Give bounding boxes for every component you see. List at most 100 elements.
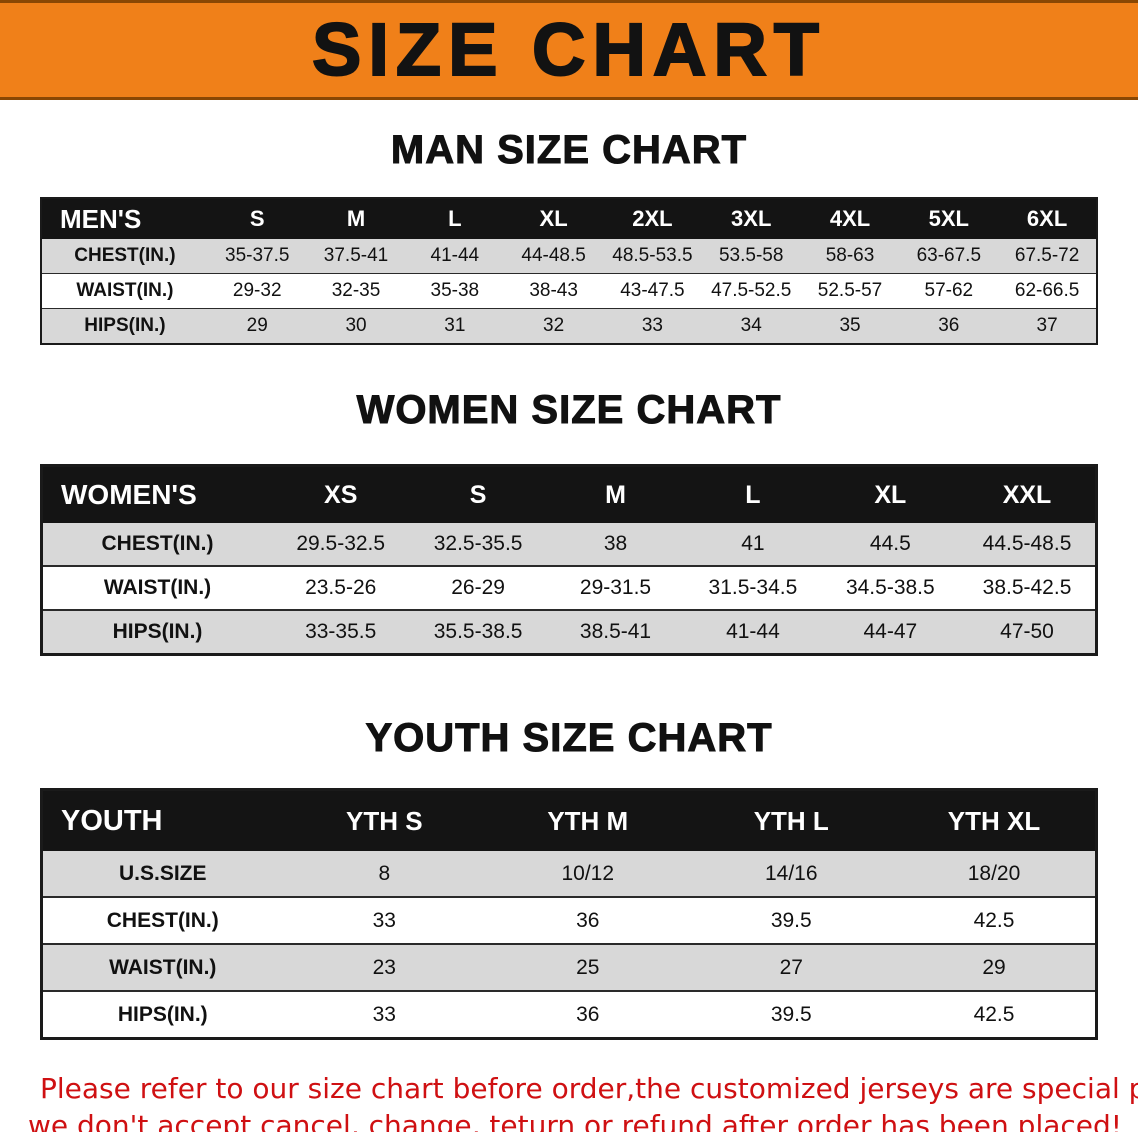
size-header-cell: 2XL: [603, 198, 702, 239]
value-cell: 34: [701, 308, 801, 345]
value-cell: 42.5: [893, 991, 1097, 1040]
table-header-row: WOMEN'S XS S M L XL XXL: [41, 465, 1097, 523]
size-header-cell: 4XL: [800, 198, 900, 239]
value-cell: 29: [893, 944, 1097, 992]
table-row: HIPS(IN.) 33 36 39.5 42.5: [41, 991, 1097, 1040]
table-row: HIPS(IN.) 33-35.5 35.5-38.5 38.5-41 41-44 44-…: [41, 610, 1097, 656]
table-row: WAIST(IN.) 23.5-26 26-29 29-31.5 31.5-34.5 34…: [41, 566, 1097, 611]
value-cell: 26-29: [409, 566, 547, 611]
value-cell: 67.5-72: [998, 239, 1097, 274]
value-cell: 27: [689, 944, 893, 992]
value-cell: 38.5-41: [546, 610, 685, 656]
value-cell: 32.5-35.5: [409, 523, 547, 567]
row-label-cell: HIPS(IN.): [41, 308, 208, 345]
size-header-cell: YTH XL: [893, 789, 1097, 851]
table-row: WAIST(IN.) 23 25 27 29: [41, 944, 1097, 992]
size-header-cell: L: [684, 465, 822, 523]
value-cell: 52.5-57: [800, 273, 900, 309]
banner: SIZE CHART: [0, 0, 1138, 100]
footer-warning: Please refer to our size chart before or…: [28, 1070, 1138, 1132]
value-cell: 62-66.5: [998, 273, 1097, 309]
value-cell: 36: [486, 897, 690, 945]
row-label-cell: U.S.SIZE: [41, 851, 283, 898]
table-row: HIPS(IN.) 29 30 31 32 33 34 35 36 37: [41, 308, 1097, 345]
table-title-cell: WOMEN'S: [41, 465, 272, 523]
table-header-row: YOUTH YTH S YTH M YTH L YTH XL: [41, 789, 1097, 851]
women-section-heading: WOMEN SIZE CHART: [356, 388, 782, 433]
value-cell: 33: [282, 991, 487, 1040]
size-header-cell: M: [546, 465, 685, 523]
size-header-cell: YTH M: [486, 789, 690, 851]
size-header-cell: XL: [821, 465, 960, 523]
size-header-cell: XXL: [959, 465, 1097, 523]
value-cell: 23.5-26: [272, 566, 410, 611]
size-header-cell: 5XL: [899, 198, 999, 239]
footer-warning-line-1: Please refer to our size chart before or…: [40, 1072, 1138, 1105]
value-cell: 29.5-32.5: [272, 523, 410, 567]
value-cell: 10/12: [486, 851, 690, 898]
value-cell: 42.5: [893, 897, 1097, 945]
value-cell: 53.5-58: [701, 239, 801, 274]
value-cell: 58-63: [800, 239, 900, 274]
value-cell: 57-62: [899, 273, 999, 309]
table-row: U.S.SIZE 8 10/12 14/16 18/20: [41, 851, 1097, 898]
row-label-cell: HIPS(IN.): [41, 991, 283, 1040]
table-row: CHEST(IN.) 35-37.5 37.5-41 41-44 44-48.5 48.5…: [41, 239, 1097, 274]
row-label-cell: WAIST(IN.): [41, 944, 283, 992]
size-header-cell: XS: [272, 465, 410, 523]
size-header-cell: 3XL: [701, 198, 801, 239]
value-cell: 25: [486, 944, 690, 992]
value-cell: 41-44: [684, 610, 822, 656]
value-cell: 39.5: [689, 991, 893, 1040]
size-header-cell: YTH L: [689, 789, 893, 851]
value-cell: 18/20: [893, 851, 1097, 898]
men-section-heading: MAN SIZE CHART: [390, 128, 748, 173]
row-label-cell: WAIST(IN.): [41, 566, 272, 611]
row-label-cell: CHEST(IN.): [41, 897, 283, 945]
value-cell: 36: [899, 308, 999, 345]
footer-warning-line-2: we don't accept cancel, change, teturn o…: [28, 1109, 1123, 1132]
value-cell: 32: [504, 308, 604, 345]
value-cell: 39.5: [689, 897, 893, 945]
size-header-cell: XL: [504, 198, 604, 239]
value-cell: 29-32: [207, 273, 307, 309]
men-size-table: MEN'S S M L XL 2XL 3XL 4XL 5XL 6XL CHEST(IN.) 35-37…: [40, 197, 1098, 345]
value-cell: 34.5-38.5: [821, 566, 960, 611]
value-cell: 38-43: [504, 273, 604, 309]
value-cell: 35.5-38.5: [409, 610, 547, 656]
value-cell: 48.5-53.5: [603, 239, 702, 274]
value-cell: 37: [998, 308, 1097, 345]
row-label-cell: WAIST(IN.): [41, 273, 208, 309]
value-cell: 33-35.5: [272, 610, 410, 656]
value-cell: 44.5: [821, 523, 960, 567]
size-header-cell: S: [207, 198, 307, 239]
value-cell: 31.5-34.5: [684, 566, 822, 611]
row-label-cell: CHEST(IN.): [41, 239, 208, 274]
size-header-cell: S: [409, 465, 547, 523]
women-size-table: WOMEN'S XS S M L XL XXL CHEST(IN.) 29.5-32.5 32.5…: [40, 464, 1098, 656]
value-cell: 35-38: [405, 273, 505, 309]
value-cell: 41-44: [405, 239, 505, 274]
size-header-cell: L: [405, 198, 505, 239]
value-cell: 31: [405, 308, 505, 345]
value-cell: 8: [282, 851, 487, 898]
value-cell: 44.5-48.5: [959, 523, 1097, 567]
value-cell: 33: [282, 897, 487, 945]
value-cell: 63-67.5: [899, 239, 999, 274]
value-cell: 37.5-41: [306, 239, 406, 274]
youth-size-table: YOUTH YTH S YTH M YTH L YTH XL U.S.SIZE 8 10/12…: [40, 788, 1098, 1040]
value-cell: 47.5-52.5: [701, 273, 801, 309]
value-cell: 14/16: [689, 851, 893, 898]
table-title-cell: MEN'S: [41, 198, 208, 239]
value-cell: 33: [603, 308, 702, 345]
table-header-row: MEN'S S M L XL 2XL 3XL 4XL 5XL 6XL: [41, 198, 1097, 239]
value-cell: 41: [684, 523, 822, 567]
value-cell: 23: [282, 944, 487, 992]
value-cell: 36: [486, 991, 690, 1040]
size-header-cell: 6XL: [998, 198, 1097, 239]
value-cell: 35: [800, 308, 900, 345]
table-row: WAIST(IN.) 29-32 32-35 35-38 38-43 43-47.5 47.…: [41, 273, 1097, 309]
value-cell: 29: [207, 308, 307, 345]
value-cell: 47-50: [959, 610, 1097, 656]
